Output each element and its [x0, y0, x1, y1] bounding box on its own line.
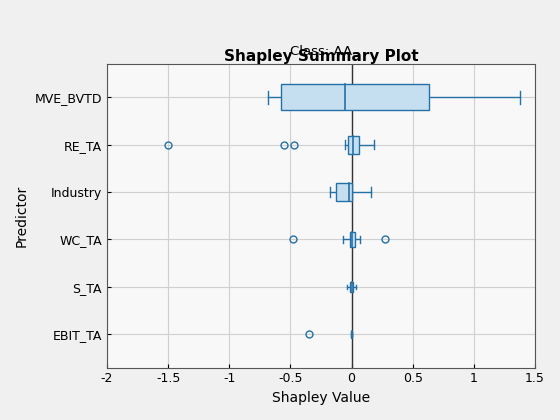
Y-axis label: Predictor: Predictor	[15, 185, 29, 247]
FancyBboxPatch shape	[351, 282, 353, 291]
FancyBboxPatch shape	[351, 331, 352, 338]
FancyBboxPatch shape	[281, 84, 428, 110]
FancyBboxPatch shape	[350, 232, 355, 247]
X-axis label: Shapley Value: Shapley Value	[272, 391, 370, 405]
Text: Class: AA: Class: AA	[290, 45, 352, 58]
FancyBboxPatch shape	[348, 136, 359, 154]
FancyBboxPatch shape	[335, 183, 352, 201]
Title: Shapley Summary Plot: Shapley Summary Plot	[223, 49, 418, 64]
